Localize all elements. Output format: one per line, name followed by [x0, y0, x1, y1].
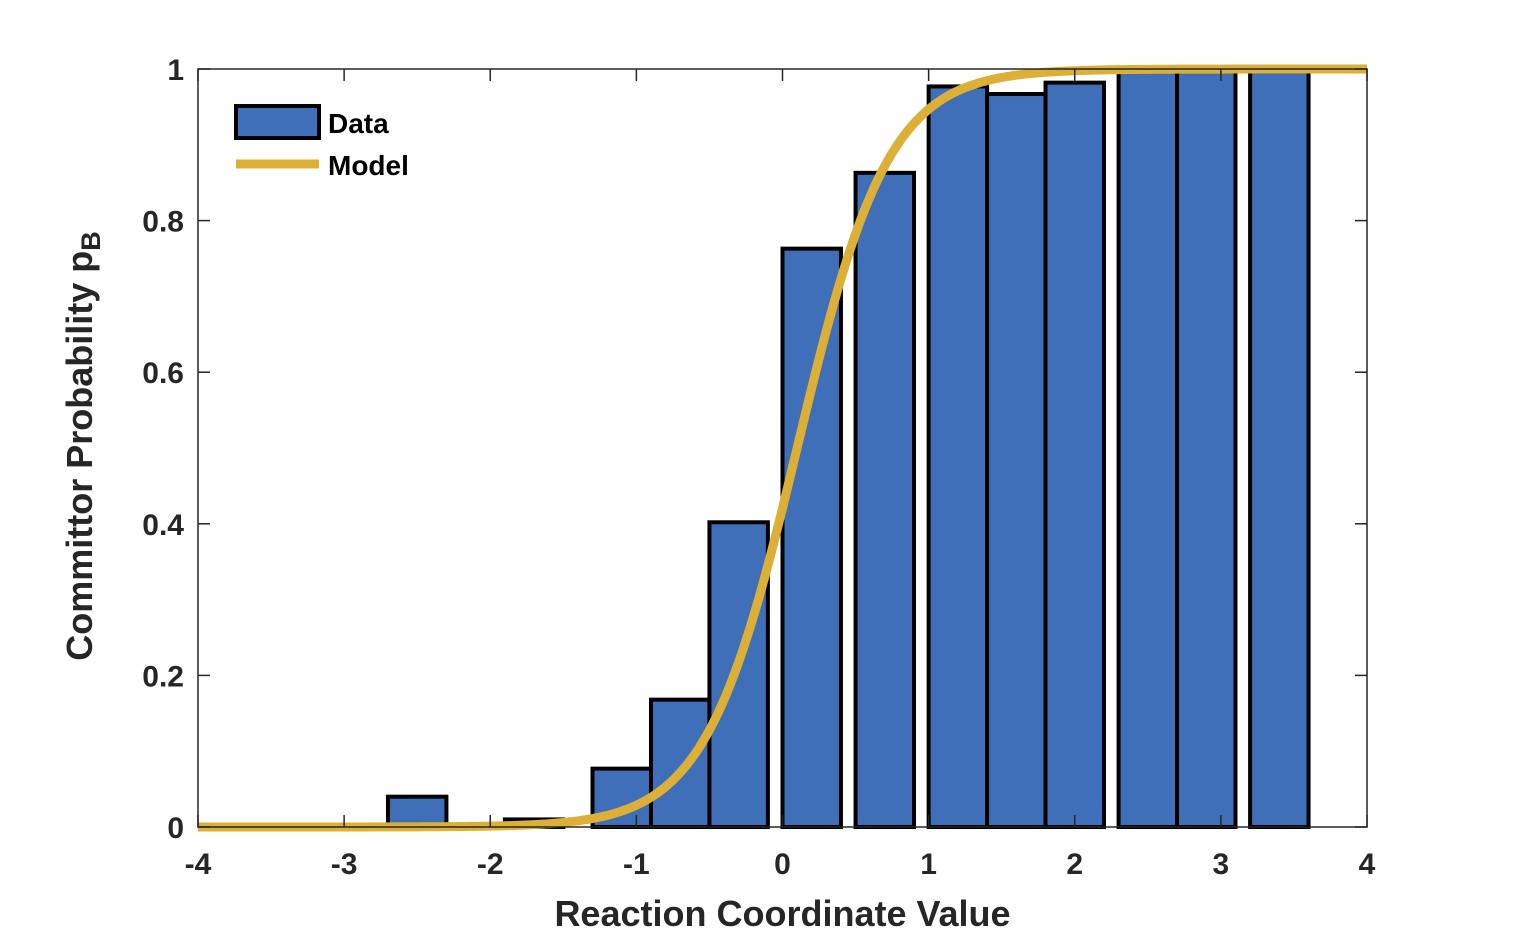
bar-4 [648, 697, 712, 830]
y-tick-label: 0 [167, 812, 184, 845]
y-tick-label: 0.4 [142, 509, 184, 542]
legend-swatch-data [234, 104, 321, 140]
x-tick-label: 4 [1359, 848, 1376, 881]
y-axis-title-subscript: B [76, 231, 106, 251]
y-axis-title: Committor Probability pB [59, 231, 106, 661]
x-tick-label: 3 [1213, 848, 1230, 881]
bar-6 [780, 246, 843, 829]
svg-text:Committor Probability pB: Committor Probability pB [59, 231, 106, 661]
bar-10 [1043, 80, 1106, 830]
ticks-layer: -4 -3 -2 -1 0 1 2 3 4 0 0.2 0.4 0.6 0.8 1 [142, 54, 1375, 881]
legend-label-data: Data [328, 108, 389, 139]
bar-11 [1116, 67, 1180, 829]
bar-7 [853, 170, 917, 829]
x-tick-label: 0 [774, 848, 791, 881]
x-axis-title: Reaction Coordinate Value [554, 893, 1010, 934]
legend-label-model: Model [328, 150, 409, 181]
y-tick-label: 0.2 [142, 660, 184, 693]
legend: Data Model [234, 104, 409, 181]
x-tick-label: -3 [331, 848, 358, 881]
x-tick-label: 2 [1066, 848, 1083, 881]
bar-8 [926, 84, 990, 829]
y-axis-title-main: Committor Probability p [59, 251, 100, 661]
x-tick-label: -2 [477, 848, 504, 881]
bars-layer [385, 67, 1311, 830]
x-tick-label: 1 [920, 848, 937, 881]
y-tick-label: 0.6 [142, 357, 184, 390]
y-tick-label: 0.8 [142, 206, 184, 239]
x-tick-label: -4 [185, 848, 212, 881]
bar-9 [985, 92, 1048, 830]
bar-12 [1175, 67, 1238, 829]
bar-13 [1248, 67, 1311, 829]
x-tick-label: -1 [623, 848, 650, 881]
y-tick-label: 1 [167, 54, 184, 87]
